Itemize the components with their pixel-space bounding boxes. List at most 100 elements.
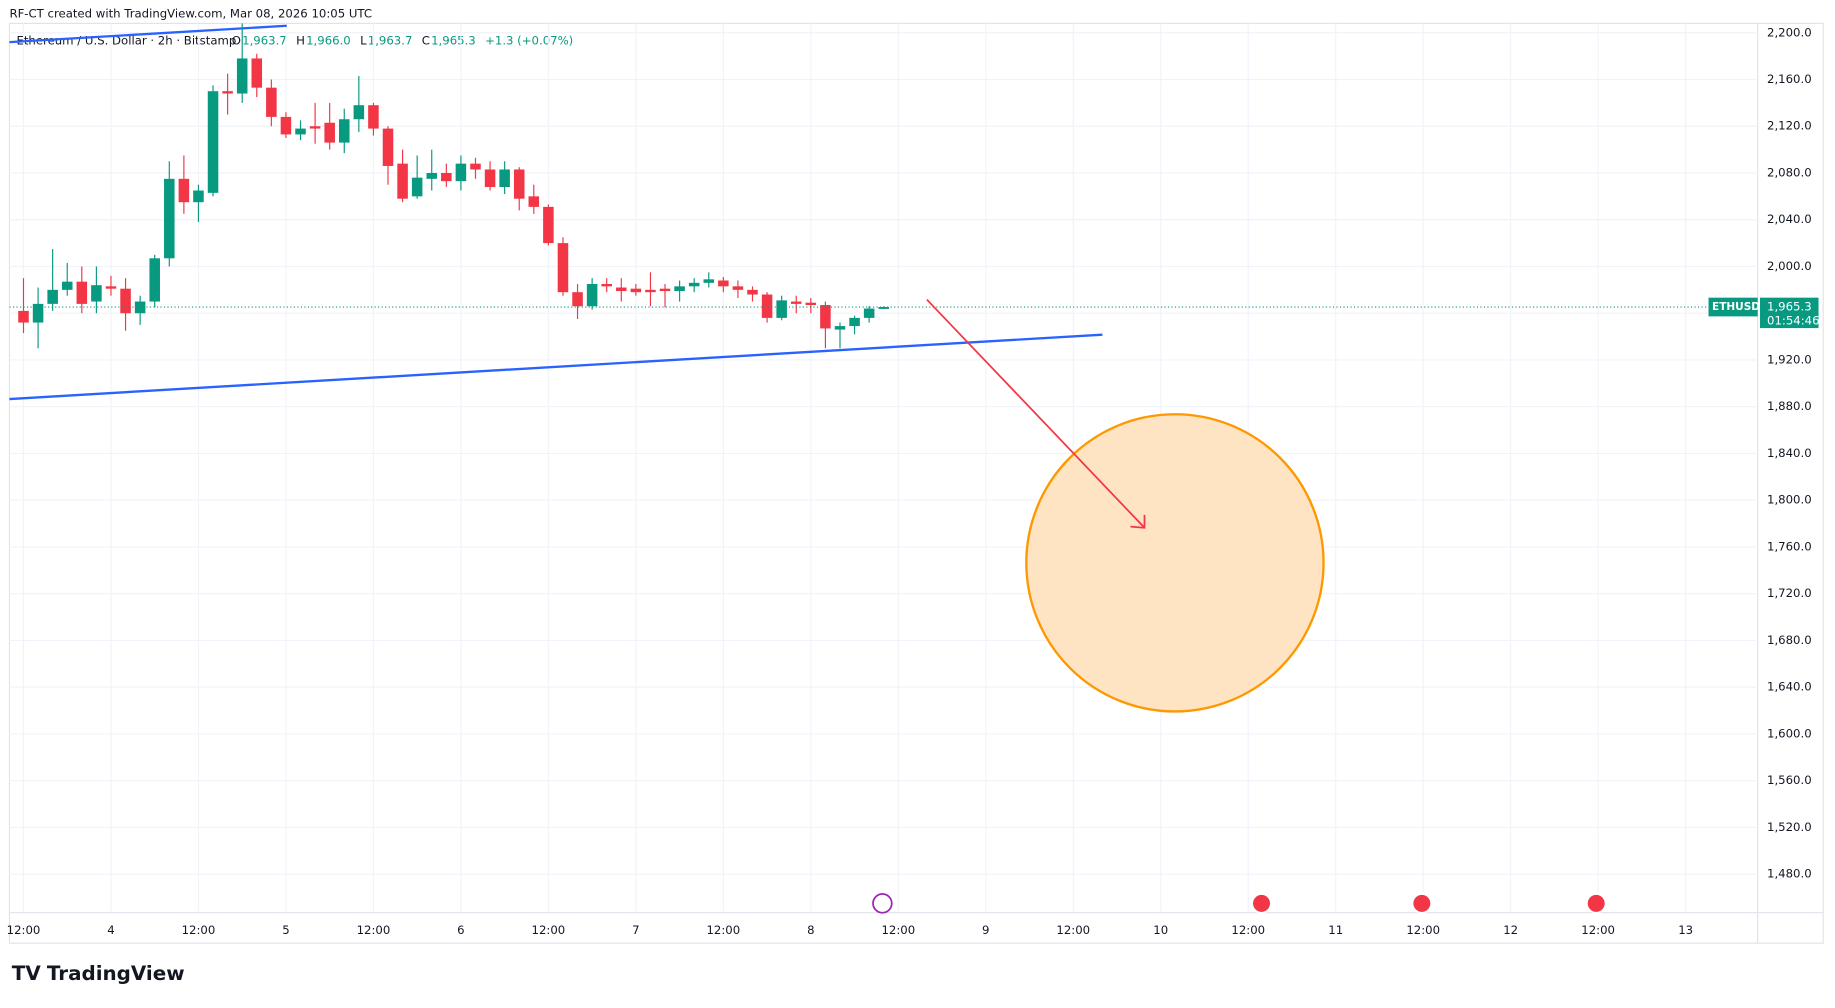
candle-body (834, 326, 846, 330)
y-tick-label: 1,920.0 (1767, 352, 1812, 366)
y-tick-label: 1,800.0 (1767, 493, 1812, 507)
candle-body (338, 119, 350, 143)
y-tick-label: 2,040.0 (1767, 212, 1812, 226)
candle-body (32, 303, 44, 323)
x-tick-label: 12:00 (7, 923, 41, 937)
candle-body (368, 105, 379, 129)
candle-body (776, 300, 787, 318)
candle-body (382, 128, 394, 166)
logo-mark: 𝗧𝗩 (12, 962, 42, 985)
candle-body (820, 305, 831, 329)
candle-body (586, 284, 598, 307)
candle-body (280, 116, 292, 135)
candle-body (732, 286, 744, 290)
symbol-tag (1708, 297, 1758, 317)
x-tick-label: 5 (282, 923, 289, 937)
legend-value: 1,965.3 (431, 33, 476, 47)
candle-body (659, 288, 671, 292)
symbol-tag-text: ETHUSD (1712, 301, 1760, 313)
candle-body (528, 196, 540, 207)
event-icon (1585, 893, 1607, 914)
y-tick-label: 1,720.0 (1767, 586, 1812, 600)
candle-body (601, 284, 612, 287)
candle-body (878, 307, 889, 309)
header: RF-CT created with TradingView.com, Mar … (9, 7, 372, 21)
candle-body (426, 172, 438, 179)
y-tick-label: 1,840.0 (1767, 446, 1812, 460)
candle-body (455, 163, 467, 182)
x-tick-label: 12:00 (1581, 923, 1615, 937)
y-tick-label: 2,000.0 (1767, 259, 1812, 273)
event-icon (1411, 893, 1433, 914)
candle-body (645, 289, 656, 293)
y-tick-label: 2,160.0 (1767, 72, 1812, 86)
candle-body (149, 258, 160, 302)
x-tick-label: 12:00 (1056, 923, 1090, 937)
x-tick-label: 12 (1503, 923, 1518, 937)
candle-body (688, 282, 700, 287)
y-tick-label: 1,680.0 (1767, 633, 1812, 647)
y-tick-label: 1,880.0 (1767, 399, 1812, 413)
y-tick-label: 2,120.0 (1767, 119, 1812, 133)
x-tick-label: 12:00 (881, 923, 915, 937)
candle-body (630, 288, 642, 293)
candle-body (747, 289, 758, 295)
candle-body (674, 286, 685, 292)
candle-body (484, 169, 496, 188)
footer-brand: TradingView (47, 962, 185, 985)
y-tick-label: 1,600.0 (1767, 726, 1812, 740)
arrow-head (1130, 514, 1146, 529)
candle-body (513, 169, 525, 199)
legend-value: 1,963.7 (242, 33, 287, 47)
candle-body (572, 292, 583, 307)
candle-body (324, 122, 335, 143)
ohlc-legend: O 1,963.7 H 1,966.0 L 1,963.7 C 1,965.3 +1.3 (+0… (232, 33, 573, 47)
x-tick-label: 4 (107, 923, 114, 937)
y-tick-label: 1,520.0 (1767, 820, 1812, 834)
candle-body (193, 190, 204, 203)
candle-body (863, 308, 875, 318)
candle-body (178, 178, 190, 203)
candle-body (805, 302, 817, 306)
candle-body (441, 172, 452, 182)
candle-body (411, 177, 423, 197)
x-tick-label: 10 (1153, 923, 1168, 937)
candle-body (222, 91, 233, 94)
candle-body (266, 87, 277, 117)
event-icons (872, 893, 1607, 914)
candle-body (790, 301, 802, 304)
legend-value: 1,963.7 (368, 33, 413, 47)
price-tag (1760, 297, 1819, 329)
candle-body (18, 310, 29, 323)
x-tick-label: 12:00 (1231, 923, 1265, 937)
candle-body (718, 280, 729, 287)
x-tick-label: 11 (1328, 923, 1343, 937)
y-tick-label: 1,560.0 (1767, 773, 1812, 787)
frame (8, 22, 1824, 944)
candle-body (616, 287, 627, 292)
x-tick-label: 12:00 (1406, 923, 1440, 937)
candle-body (295, 128, 306, 135)
x-tick-label: 12:00 (707, 923, 741, 937)
trend-line (9, 333, 1103, 401)
legend-value: 1,966.0 (306, 33, 351, 47)
candle-body (309, 126, 321, 129)
candle-body (91, 285, 102, 302)
candle-body (120, 288, 131, 314)
y-tick-label: 1,640.0 (1767, 680, 1812, 694)
candle-body (499, 169, 510, 188)
candle-body (207, 91, 219, 193)
legend-label: O (232, 33, 241, 47)
symbol: Ethereum / U.S. Dollar · 2h · Bitstamp (16, 33, 236, 47)
target-circle (1025, 413, 1325, 713)
y-tick-label: 1,760.0 (1767, 539, 1812, 553)
candle-body (76, 281, 88, 304)
legend-value: +1.3 (+0.07%) (485, 33, 573, 47)
legend-label: L (360, 33, 367, 47)
candle-body (353, 105, 365, 120)
x-tick-label: 13 (1678, 923, 1693, 937)
candle-body (543, 206, 554, 244)
